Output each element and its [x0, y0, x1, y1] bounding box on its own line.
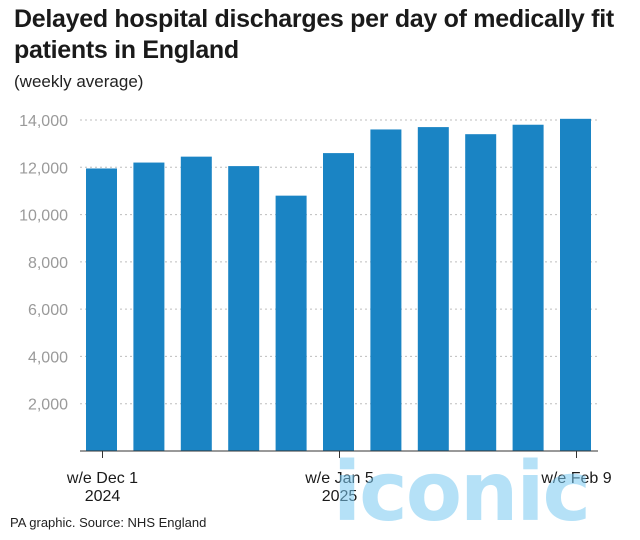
- bar: [275, 195, 307, 451]
- gridlines: [80, 119, 598, 405]
- x-tick-label: w/e Dec 1: [66, 470, 138, 487]
- y-tick-label: 6,000: [28, 302, 68, 319]
- bar: [465, 134, 497, 451]
- chart-title: Delayed hospital discharges per day of m…: [14, 5, 614, 64]
- bars: [86, 118, 591, 452]
- bar: [512, 124, 544, 451]
- y-tick-label: 4,000: [28, 349, 68, 366]
- source-footer: PA graphic. Source: NHS England: [10, 515, 207, 530]
- y-tick-label: 10,000: [19, 208, 68, 225]
- bar: [86, 168, 117, 452]
- y-axis-ticks: 2,000 4,000 6,000 8,000 10,000 12,000 14,000: [19, 113, 68, 414]
- bar: [560, 118, 591, 451]
- bar: [417, 127, 449, 451]
- x-tick-label: w/e Jan 5: [304, 470, 374, 487]
- x-tick-label: w/e Feb 9: [540, 470, 611, 487]
- y-tick-label: 8,000: [28, 255, 68, 272]
- y-tick-label: 14,000: [19, 113, 68, 130]
- bar: [323, 153, 354, 451]
- y-tick-label: 2,000: [28, 397, 68, 414]
- x-tick-year: 2025: [322, 488, 358, 505]
- bar: [228, 166, 260, 451]
- chart-subtitle: (weekly average): [14, 72, 144, 91]
- bar: [370, 129, 402, 451]
- x-tick-year: 2024: [85, 488, 121, 505]
- y-tick-label: 12,000: [19, 160, 68, 177]
- bar: [133, 162, 165, 452]
- bar-chart: 2,000 4,000 6,000 8,000 10,000 12,000 14,000 w…: [19, 113, 612, 505]
- bar: [180, 156, 212, 451]
